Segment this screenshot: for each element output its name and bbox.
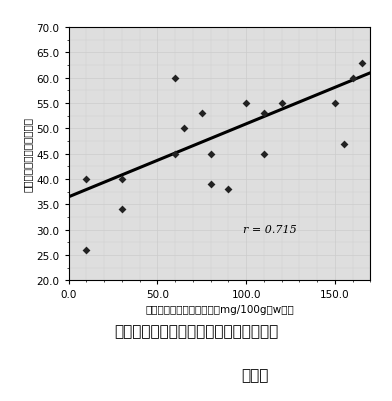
Point — [207, 182, 214, 188]
Point — [199, 111, 205, 117]
Point — [341, 141, 347, 148]
Point — [207, 151, 214, 158]
Point — [261, 111, 267, 117]
Point — [172, 75, 178, 82]
Text: 相関性: 相関性 — [241, 367, 269, 383]
Point — [172, 151, 178, 158]
Point — [225, 186, 232, 193]
Point — [83, 247, 89, 253]
Y-axis label: 抗酸化性（酸化抑制率％）: 抗酸化性（酸化抑制率％） — [22, 117, 32, 192]
X-axis label: クロロゲン酸類の含有量（mg/100g［w］）: クロロゲン酸類の含有量（mg/100g［w］） — [145, 304, 294, 314]
Point — [261, 151, 267, 158]
Text: 围４　抗酸化性とクロロゲン酸含有量の: 围４ 抗酸化性とクロロゲン酸含有量の — [114, 323, 278, 338]
Point — [119, 176, 125, 183]
Point — [83, 176, 89, 183]
Point — [332, 101, 338, 107]
Point — [279, 101, 285, 107]
Point — [350, 75, 356, 82]
Point — [119, 207, 125, 213]
Point — [181, 126, 187, 132]
Point — [358, 60, 365, 67]
Point — [243, 101, 249, 107]
Text: r = 0.715: r = 0.715 — [243, 225, 296, 235]
